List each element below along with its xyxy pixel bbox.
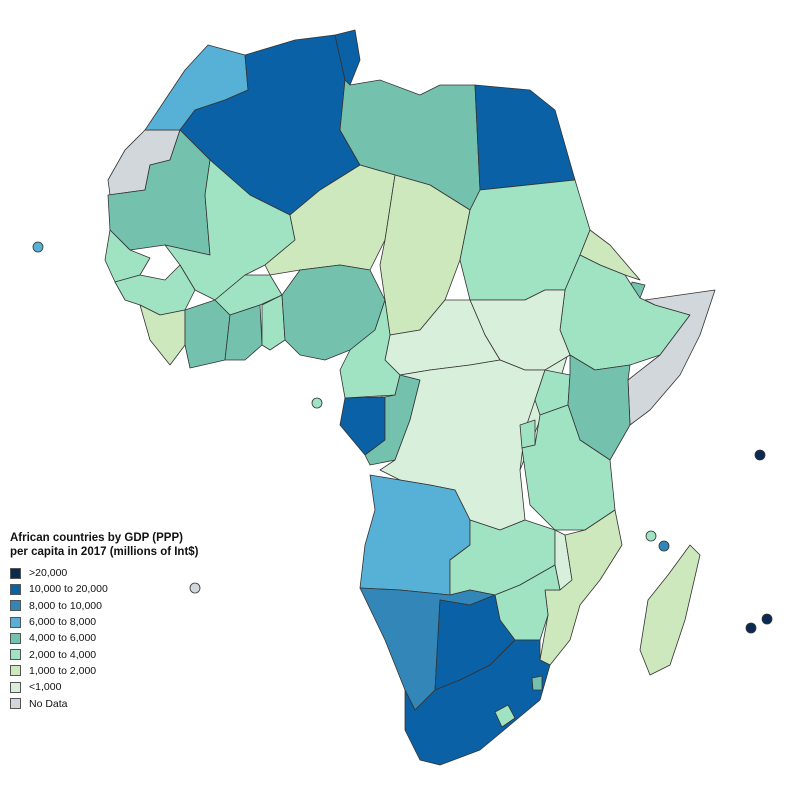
island-st-helena	[189, 582, 201, 594]
legend-swatch	[10, 665, 21, 677]
island-reunion	[745, 622, 757, 634]
legend-swatch	[10, 698, 21, 710]
country-kenya	[567, 354, 631, 461]
country-madagascar	[639, 544, 701, 676]
legend-swatch	[10, 632, 21, 644]
legend-swatch	[10, 616, 21, 628]
legend-swatch	[10, 681, 21, 693]
legend-item: 4,000 to 6,000	[10, 630, 200, 646]
island-seychelles	[754, 449, 766, 461]
country-tunisia	[334, 29, 361, 86]
legend-label: 10,000 to 20,000	[29, 583, 108, 596]
island-sao-tome	[311, 397, 323, 409]
legend-label: 8,000 to 10,000	[29, 599, 102, 612]
legend-item: 1,000 to 2,000	[10, 663, 200, 679]
country-cote-divoire	[184, 299, 231, 369]
legend-label: No Data	[29, 697, 68, 710]
legend-swatch	[10, 583, 21, 595]
island-comoros	[645, 530, 657, 542]
country-eswatini	[531, 675, 543, 691]
legend-swatch	[10, 600, 21, 612]
legend-item: 8,000 to 10,000	[10, 598, 200, 614]
legend-label: 6,000 to 8,000	[29, 616, 97, 629]
legend-swatch	[10, 567, 21, 579]
legend-items: >20,000 10,000 to 20,000 8,000 to 10,000 6,…	[10, 565, 200, 712]
country-guinea	[114, 264, 196, 316]
island-cape-verde	[32, 241, 44, 253]
legend-label: <1,000	[29, 681, 62, 694]
legend-label: 1,000 to 2,000	[29, 664, 97, 677]
country-tanzania	[521, 404, 616, 531]
country-rwanda	[519, 419, 536, 449]
legend-swatch	[10, 649, 21, 661]
legend-label: 2,000 to 4,000	[29, 648, 97, 661]
island-mayotte	[658, 540, 670, 552]
legend-title: African countries by GDP (PPP) per capit…	[10, 532, 199, 558]
legend-item: 6,000 to 8,000	[10, 614, 200, 630]
legend-label: 4,000 to 6,000	[29, 632, 97, 645]
country-ghana	[224, 304, 263, 361]
country-south-africa	[404, 639, 551, 766]
map-legend: African countries by GDP (PPP) per capit…	[10, 531, 200, 712]
legend-item: <1,000	[10, 679, 200, 695]
legend-item: No Data	[10, 695, 200, 711]
legend-item: 10,000 to 20,000	[10, 581, 200, 597]
country-benin	[261, 294, 286, 351]
legend-item: >20,000	[10, 565, 200, 581]
legend-item: 2,000 to 4,000	[10, 646, 200, 662]
country-lesotho	[494, 704, 516, 728]
country-egypt	[474, 84, 576, 191]
island-mauritius	[761, 613, 773, 625]
legend-label: >20,000	[29, 567, 68, 580]
